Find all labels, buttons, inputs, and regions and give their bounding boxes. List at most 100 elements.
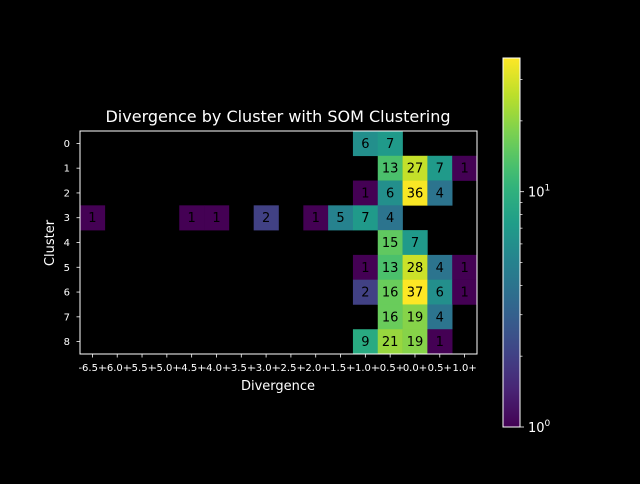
heatmap-cell <box>427 279 453 305</box>
x-axis-ticks: -6.5+-6.0+-5.5+-5.0+-4.5+-4.0+-3.5+-3.0+… <box>78 354 477 374</box>
heatmap-cell <box>253 205 279 231</box>
heatmap-cell <box>452 155 478 181</box>
y-tick-label: 8 <box>64 337 70 348</box>
heatmap-cell <box>452 254 478 280</box>
heatmap-cell <box>204 205 230 231</box>
x-tick-label: -6.0+ <box>103 363 131 374</box>
cell-value-label: 1 <box>312 211 320 226</box>
x-tick-label: -5.5+ <box>128 363 156 374</box>
heatmap-cell <box>352 329 379 355</box>
heatmap-cell <box>427 155 453 181</box>
heatmap-cell <box>427 329 453 355</box>
cell-value-label: 6 <box>386 186 394 201</box>
cell-value-label: 7 <box>361 211 369 226</box>
heatmap-cell <box>377 205 403 231</box>
colorbar-tick-base: 10 <box>528 421 545 436</box>
heatmap-cell <box>352 131 379 157</box>
heatmap-cell <box>427 304 453 330</box>
x-tick-label: -5.0+ <box>153 363 181 374</box>
heatmap-cell <box>352 279 379 305</box>
cell-value-label: 1 <box>460 261 468 276</box>
heatmap-cell <box>377 230 403 256</box>
x-tick-label: -2.5+ <box>277 363 305 374</box>
x-tick-label: -3.5+ <box>227 363 255 374</box>
x-tick-label: 1.0+ <box>452 363 476 374</box>
colorbar-tick-label: 100 <box>528 419 551 436</box>
cell-value-label: 1 <box>460 286 468 301</box>
cell-value-label: 1 <box>460 162 468 177</box>
x-tick-label: -2.0+ <box>302 363 330 374</box>
cell-value-label: 1 <box>361 186 369 201</box>
x-tick-label: -6.5+ <box>78 363 106 374</box>
heatmap-cell <box>80 205 106 231</box>
heatmap-cell <box>402 254 428 280</box>
cell-value-label: 16 <box>382 286 399 301</box>
cell-value-label: 4 <box>436 186 444 201</box>
x-tick-label: -4.0+ <box>203 363 231 374</box>
heatmap-cell <box>402 329 428 355</box>
cell-value-label: 2 <box>262 211 270 226</box>
y-tick-label: 6 <box>64 288 70 299</box>
cell-value-label: 1 <box>436 335 444 350</box>
heatmap-cell <box>352 205 379 231</box>
heatmap-cell <box>303 205 329 231</box>
heatmap-cell <box>402 279 428 305</box>
heatmap-cell <box>377 131 403 157</box>
y-tick-label: 1 <box>64 164 70 175</box>
cell-value-label: 9 <box>361 335 369 350</box>
cell-value-label: 4 <box>436 261 444 276</box>
cell-value-label: 27 <box>407 162 424 177</box>
cell-value-label: 15 <box>382 236 399 251</box>
x-tick-label: -1.0+ <box>351 363 379 374</box>
cell-value-label: 13 <box>382 261 399 276</box>
heatmap-cell <box>377 304 403 330</box>
heatmap-cell <box>328 205 354 231</box>
cell-value-label: 1 <box>88 211 96 226</box>
cell-value-label: 4 <box>436 310 444 325</box>
colorbar-tick-exponent: 1 <box>545 184 551 194</box>
y-tick-label: 5 <box>64 263 70 274</box>
heatmap-cell <box>352 180 379 206</box>
cell-value-label: 6 <box>361 137 369 152</box>
heatmap-cell <box>377 180 403 206</box>
heatmap-cell <box>377 279 403 305</box>
heatmap-cell <box>179 205 205 231</box>
x-tick-label: -0.5+ <box>376 363 404 374</box>
cell-value-label: 36 <box>407 186 424 201</box>
x-tick-label: -1.5+ <box>327 363 355 374</box>
colorbar-tick-base: 10 <box>528 186 545 201</box>
cell-value-label: 2 <box>361 286 369 301</box>
cell-value-label: 1 <box>361 261 369 276</box>
cell-value-label: 19 <box>407 335 424 350</box>
y-axis-ticks: 0 1 2 3 4 5 6 7 8 <box>64 139 80 348</box>
cell-value-label: 7 <box>386 137 394 152</box>
colorbar-tick-exponent: 0 <box>545 419 551 429</box>
y-tick-label: 0 <box>64 139 70 150</box>
cell-value-label: 37 <box>407 286 424 301</box>
colorbar <box>502 57 521 428</box>
cell-value-label: 16 <box>382 310 399 325</box>
x-tick-label: 0.0+ <box>403 363 427 374</box>
y-tick-label: 3 <box>64 213 70 224</box>
heatmap-cell <box>452 279 478 305</box>
heatmap-cell <box>427 180 453 206</box>
x-tick-label: 0.5+ <box>428 363 452 374</box>
x-axis-label: Divergence <box>241 379 315 394</box>
heatmap-cell <box>402 155 428 181</box>
heatmap-cell <box>402 230 428 256</box>
heatmap-cell <box>352 254 379 280</box>
cell-value-label: 21 <box>382 335 399 350</box>
x-tick-label: -4.5+ <box>178 363 206 374</box>
heatmap-cell <box>402 180 428 206</box>
heatmap-cells: 6 713 27 7 11 6 36 41 1 1 2 1 5 7 415 71 13 28 4 12 16 37 6 116… <box>80 131 478 355</box>
y-tick-label: 4 <box>64 238 70 249</box>
cell-value-label: 7 <box>411 236 419 251</box>
heatmap-cell <box>402 304 428 330</box>
colorbar-tick-label: 101 <box>528 184 550 201</box>
cell-value-label: 4 <box>386 211 394 226</box>
heatmap-cell <box>377 254 403 280</box>
y-axis-label: Cluster <box>43 219 58 266</box>
cell-value-label: 7 <box>436 162 444 177</box>
